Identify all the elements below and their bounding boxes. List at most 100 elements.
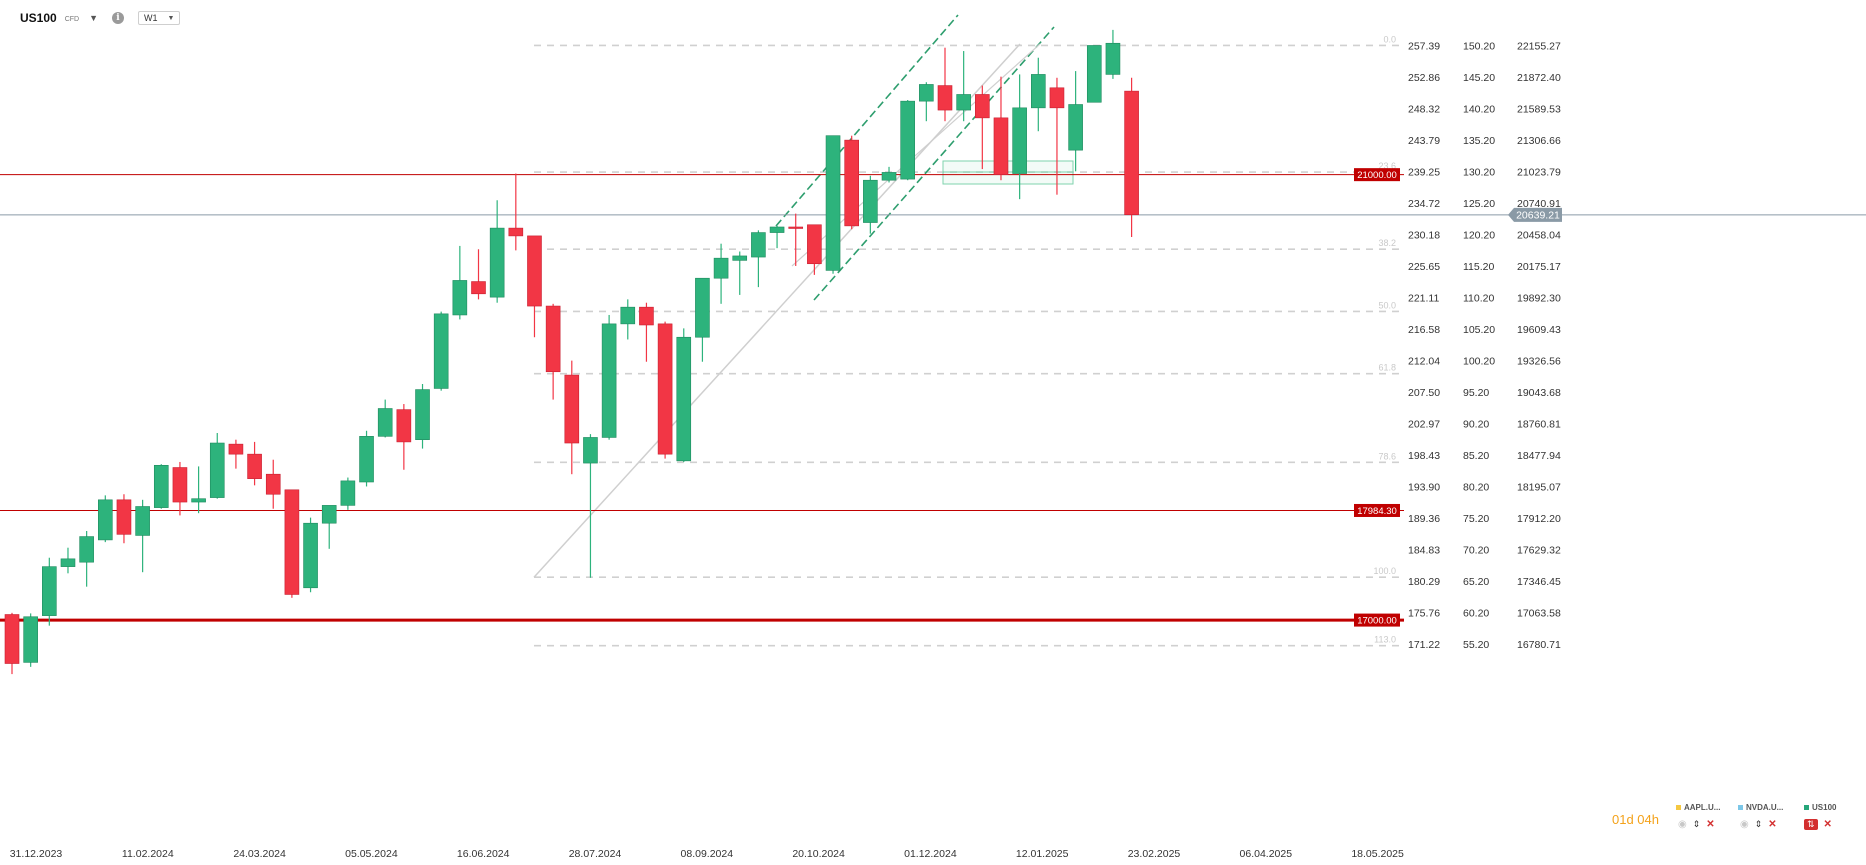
timeframe-value: W1 <box>144 13 158 23</box>
bullish-candle <box>303 522 318 589</box>
bearish-candle <box>807 224 822 265</box>
bullish-candle <box>23 616 38 663</box>
close-icon[interactable]: ✕ <box>1706 819 1715 830</box>
y-axis-tick-label: 21306.66 <box>1517 135 1561 147</box>
y-axis-tick-label: 19326.56 <box>1517 356 1561 368</box>
legend-label: AAPL.U... <box>1684 803 1721 812</box>
bullish-candle <box>321 505 337 524</box>
level-price-label: 17984.30 <box>1357 506 1397 517</box>
bullish-candle <box>1012 107 1027 174</box>
x-axis-tick-label: 31.12.2023 <box>10 848 63 860</box>
y-axis-tick-label: 17912.20 <box>1517 513 1561 525</box>
bearish-candle <box>975 94 990 119</box>
level-price-label: 17000.00 <box>1357 616 1397 627</box>
bearish-candle <box>4 614 20 664</box>
y-axis-tick-label: 20175.17 <box>1517 261 1561 273</box>
y-axis-tick-label-secondary: 234.72 <box>1408 198 1440 210</box>
y-axis-tick-label-tertiary: 145.20 <box>1463 72 1495 84</box>
fib-level-label: 0.0 <box>1383 34 1396 44</box>
y-axis-tick-label: 16780.71 <box>1517 639 1561 651</box>
y-axis-tick-label-tertiary: 90.20 <box>1463 419 1489 431</box>
y-axis-tick-label: 18760.81 <box>1517 419 1561 431</box>
y-axis-tick-label-secondary: 257.39 <box>1408 41 1440 53</box>
trend-line <box>533 43 1021 578</box>
y-axis-tick-label-secondary: 175.76 <box>1408 608 1440 620</box>
y-axis-tick-label: 18477.94 <box>1517 450 1561 462</box>
symbol-dropdown-icon[interactable]: ▼ <box>89 13 99 23</box>
y-axis-tick-label-tertiary: 105.20 <box>1463 324 1495 336</box>
y-axis-tick-label-secondary: 180.29 <box>1408 576 1440 588</box>
y-axis-tick-label: 19892.30 <box>1517 293 1561 305</box>
y-axis-tick-label-secondary: 239.25 <box>1408 167 1440 179</box>
bearish-candle <box>657 323 673 455</box>
adjust-icon[interactable]: ⇅ <box>1804 819 1818 830</box>
symbol-name[interactable]: US100 <box>20 11 57 25</box>
legend-item-aapl[interactable]: AAPL.U... <box>1676 803 1720 812</box>
channel-lower-line <box>813 26 1055 301</box>
level-price-tag <box>1354 613 1400 627</box>
y-axis-tick-label-secondary: 216.58 <box>1408 324 1440 336</box>
x-axis-tick-label: 08.09.2024 <box>681 848 734 860</box>
y-axis-tick-label-tertiary: 100.20 <box>1463 356 1495 368</box>
fib-level-label: 38.2 <box>1378 238 1396 248</box>
y-axis-tick-label-tertiary: 110.20 <box>1463 293 1494 305</box>
bullish-candle <box>583 437 598 464</box>
instrument-legend: AAPL.U... ◉ ⇕ ✕ NVDA.U... ◉ ⇕ ✕ US100 ⇅ … <box>1668 803 1864 843</box>
bullish-candle <box>956 94 971 111</box>
bullish-candle <box>42 566 57 616</box>
legend-controls-us100: ⇅ ✕ <box>1804 819 1832 830</box>
y-axis-tick-label-secondary: 198.43 <box>1408 450 1440 462</box>
reorder-icon[interactable]: ⇕ <box>1692 819 1701 829</box>
level-price-tag <box>1354 503 1400 517</box>
y-axis-tick-label-tertiary: 140.20 <box>1463 104 1495 116</box>
eye-icon[interactable]: ◉ <box>1678 819 1687 830</box>
y-axis-tick-label-secondary: 171.22 <box>1408 639 1440 651</box>
legend-label: NVDA.U... <box>1746 803 1784 812</box>
fib-level-label: 23.6 <box>1378 161 1396 171</box>
y-axis-tick-label: 18195.07 <box>1517 482 1561 494</box>
y-axis-tick-label: 21589.53 <box>1517 104 1561 116</box>
info-icon[interactable]: i <box>112 12 125 24</box>
level-price-label: 21000.00 <box>1357 170 1397 181</box>
bullish-candle <box>135 506 150 536</box>
legend-item-nvda[interactable]: NVDA.U... <box>1738 803 1783 812</box>
y-axis-tick-label-secondary: 225.65 <box>1408 261 1440 273</box>
y-axis-tick-label-secondary: 243.79 <box>1408 135 1440 147</box>
close-icon[interactable]: ✕ <box>1823 819 1832 830</box>
bullish-candle <box>191 498 206 503</box>
candle-countdown: 01d 04h <box>1612 812 1659 827</box>
y-axis-tick-label-secondary: 207.50 <box>1408 387 1440 399</box>
close-icon[interactable]: ✕ <box>1768 819 1777 830</box>
x-axis-tick-label: 11.02.2024 <box>122 848 174 860</box>
y-axis-tick-label-tertiary: 55.20 <box>1463 639 1489 651</box>
bearish-candle <box>508 227 524 237</box>
y-axis-tick-label: 19609.43 <box>1517 324 1561 336</box>
chevron-down-icon: ▼ <box>167 14 175 22</box>
y-axis-tick-label: 21023.79 <box>1517 167 1561 179</box>
bearish-candle <box>1049 87 1065 109</box>
reorder-icon[interactable]: ⇕ <box>1754 819 1763 829</box>
bullish-candle <box>433 313 449 389</box>
bullish-candle <box>1105 42 1121 75</box>
bullish-candle <box>377 408 393 437</box>
x-axis-tick-label: 16.06.2024 <box>457 848 510 860</box>
fib-level-label: 78.6 <box>1378 451 1396 461</box>
y-axis-tick-label: 17063.58 <box>1517 608 1561 620</box>
bearish-candle <box>228 443 244 455</box>
timeframe-select[interactable]: W1 ▼ <box>138 11 181 25</box>
eye-icon[interactable]: ◉ <box>1740 819 1749 830</box>
y-axis-tick-label-tertiary: 115.20 <box>1463 261 1494 273</box>
bullish-candle <box>340 480 356 506</box>
bullish-candle <box>769 226 785 233</box>
fib-level-label: 100.0 <box>1373 566 1396 576</box>
bullish-candle <box>713 257 729 279</box>
bearish-candle <box>471 281 486 295</box>
x-axis-tick-label: 28.07.2024 <box>569 848 622 860</box>
bullish-candle <box>601 323 617 438</box>
y-axis-tick-label: 17346.45 <box>1517 576 1561 588</box>
y-axis-tick-label-tertiary: 125.20 <box>1463 198 1495 210</box>
y-axis-tick-label-secondary: 193.90 <box>1408 482 1440 494</box>
legend-item-us100[interactable]: US100 <box>1804 803 1836 812</box>
bullish-candle <box>676 336 692 462</box>
